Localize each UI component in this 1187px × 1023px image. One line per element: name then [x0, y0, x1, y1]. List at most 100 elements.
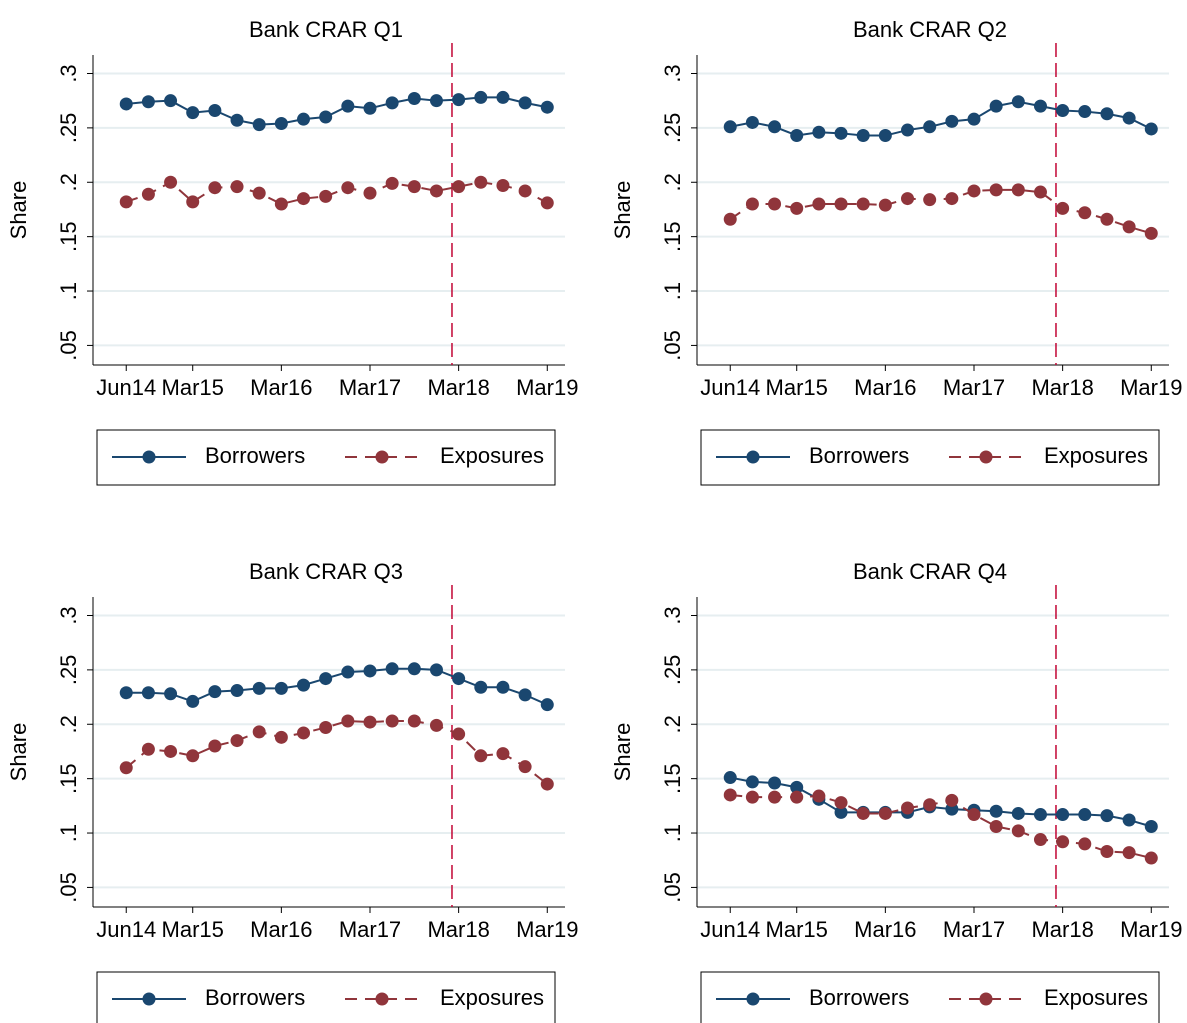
data-point	[768, 790, 782, 804]
data-point	[901, 192, 915, 206]
data-point	[230, 113, 244, 127]
y-tick-label: .05	[56, 330, 81, 361]
data-point	[119, 195, 133, 209]
chart-title: Bank CRAR Q4	[853, 559, 1007, 584]
data-point	[385, 714, 399, 728]
data-point	[1078, 206, 1092, 220]
data-point	[1056, 835, 1070, 849]
y-tick-label: .3	[660, 64, 685, 82]
data-point	[407, 714, 421, 728]
x-tick-label: Mar16	[250, 917, 312, 942]
data-point	[989, 804, 1003, 818]
data-point	[856, 197, 870, 211]
x-tick-label: Mar15	[162, 917, 224, 942]
data-point	[474, 749, 488, 763]
x-tick-label: Mar16	[854, 917, 916, 942]
data-point	[989, 99, 1003, 113]
data-point	[1078, 837, 1092, 851]
data-point	[790, 128, 804, 142]
y-tick-label: .25	[660, 113, 685, 144]
data-point	[186, 195, 200, 209]
x-tick-label: Mar17	[339, 917, 401, 942]
data-point	[363, 186, 377, 200]
data-point	[230, 684, 244, 698]
data-point	[1011, 806, 1025, 820]
x-tick-label: Jun14	[96, 917, 156, 942]
data-point	[164, 744, 178, 758]
legend-box	[96, 971, 556, 1023]
data-point	[407, 662, 421, 676]
data-point	[252, 725, 266, 739]
data-point	[1144, 820, 1158, 834]
data-point	[319, 721, 333, 735]
data-point	[967, 184, 981, 198]
legend-marker	[142, 992, 156, 1006]
data-point	[452, 93, 466, 107]
data-point	[1100, 845, 1114, 859]
y-tick-label: .3	[56, 606, 81, 624]
data-point	[834, 805, 848, 819]
chart-title: Bank CRAR Q2	[853, 17, 1007, 42]
data-point	[745, 115, 759, 129]
data-point	[878, 806, 892, 820]
legend-marker	[746, 992, 760, 1006]
data-point	[208, 103, 222, 117]
data-point	[540, 196, 554, 210]
data-point	[834, 197, 848, 211]
data-point	[1056, 103, 1070, 117]
data-point	[474, 175, 488, 189]
data-point	[1100, 212, 1114, 226]
x-tick-label: Mar17	[943, 375, 1005, 400]
legend-marker	[746, 450, 760, 464]
data-point	[1122, 846, 1136, 860]
data-point	[540, 100, 554, 114]
data-point	[1122, 220, 1136, 234]
data-point	[297, 192, 311, 206]
data-point	[274, 117, 288, 131]
data-point	[452, 727, 466, 741]
y-tick-label: .25	[56, 113, 81, 144]
y-axis-label: Share	[6, 723, 31, 782]
x-tick-label: Jun14	[96, 375, 156, 400]
data-point	[518, 96, 532, 110]
data-point	[119, 686, 133, 700]
data-point	[429, 718, 443, 732]
data-point	[341, 181, 355, 195]
data-point	[141, 95, 155, 109]
data-point	[1033, 99, 1047, 113]
data-point	[1033, 808, 1047, 822]
data-point	[518, 760, 532, 774]
data-point	[363, 664, 377, 678]
data-point	[164, 94, 178, 108]
y-tick-label: .15	[56, 221, 81, 252]
data-point	[834, 126, 848, 140]
y-tick-label: .2	[660, 173, 685, 191]
data-point	[385, 176, 399, 190]
x-tick-label: Mar15	[766, 375, 828, 400]
data-point	[164, 687, 178, 701]
data-point	[540, 698, 554, 712]
data-point	[901, 801, 915, 815]
data-point	[474, 90, 488, 104]
y-tick-label: .3	[660, 606, 685, 624]
legend-label: Borrowers	[205, 985, 305, 1010]
y-tick-label: .2	[56, 173, 81, 191]
data-point	[385, 662, 399, 676]
y-tick-label: .1	[56, 282, 81, 300]
data-point	[1144, 851, 1158, 865]
data-point	[141, 187, 155, 201]
y-tick-label: .1	[660, 282, 685, 300]
legend-marker	[375, 992, 389, 1006]
x-tick-label: Mar18	[427, 917, 489, 942]
data-point	[790, 780, 804, 794]
data-point	[790, 201, 804, 215]
data-point	[119, 761, 133, 775]
data-point	[230, 180, 244, 194]
data-point	[878, 198, 892, 212]
data-point	[274, 681, 288, 695]
x-tick-label: Mar18	[427, 375, 489, 400]
legend-label: Borrowers	[809, 985, 909, 1010]
data-point	[1078, 808, 1092, 822]
